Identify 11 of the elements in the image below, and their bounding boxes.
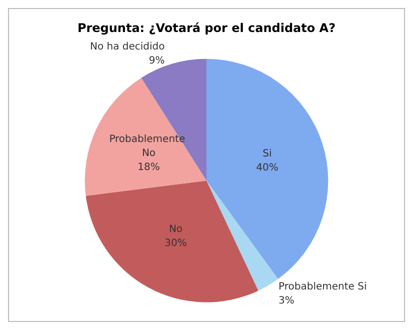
slice-label: Si [262, 148, 272, 160]
data-label: 9% [148, 56, 165, 67]
slice-label: No ha decidido [90, 42, 165, 53]
slice-label: Probablemente No [109, 134, 188, 159]
chart-title: Pregunta: ¿Votará por el candidato A? [77, 21, 336, 35]
data-label: 3% [278, 295, 294, 306]
data-label: 30% [164, 238, 187, 250]
slice-label: No [168, 224, 183, 236]
data-label: 18% [138, 162, 160, 173]
slice-label: Probablemente Si [278, 281, 367, 292]
data-label: 40% [256, 162, 278, 174]
